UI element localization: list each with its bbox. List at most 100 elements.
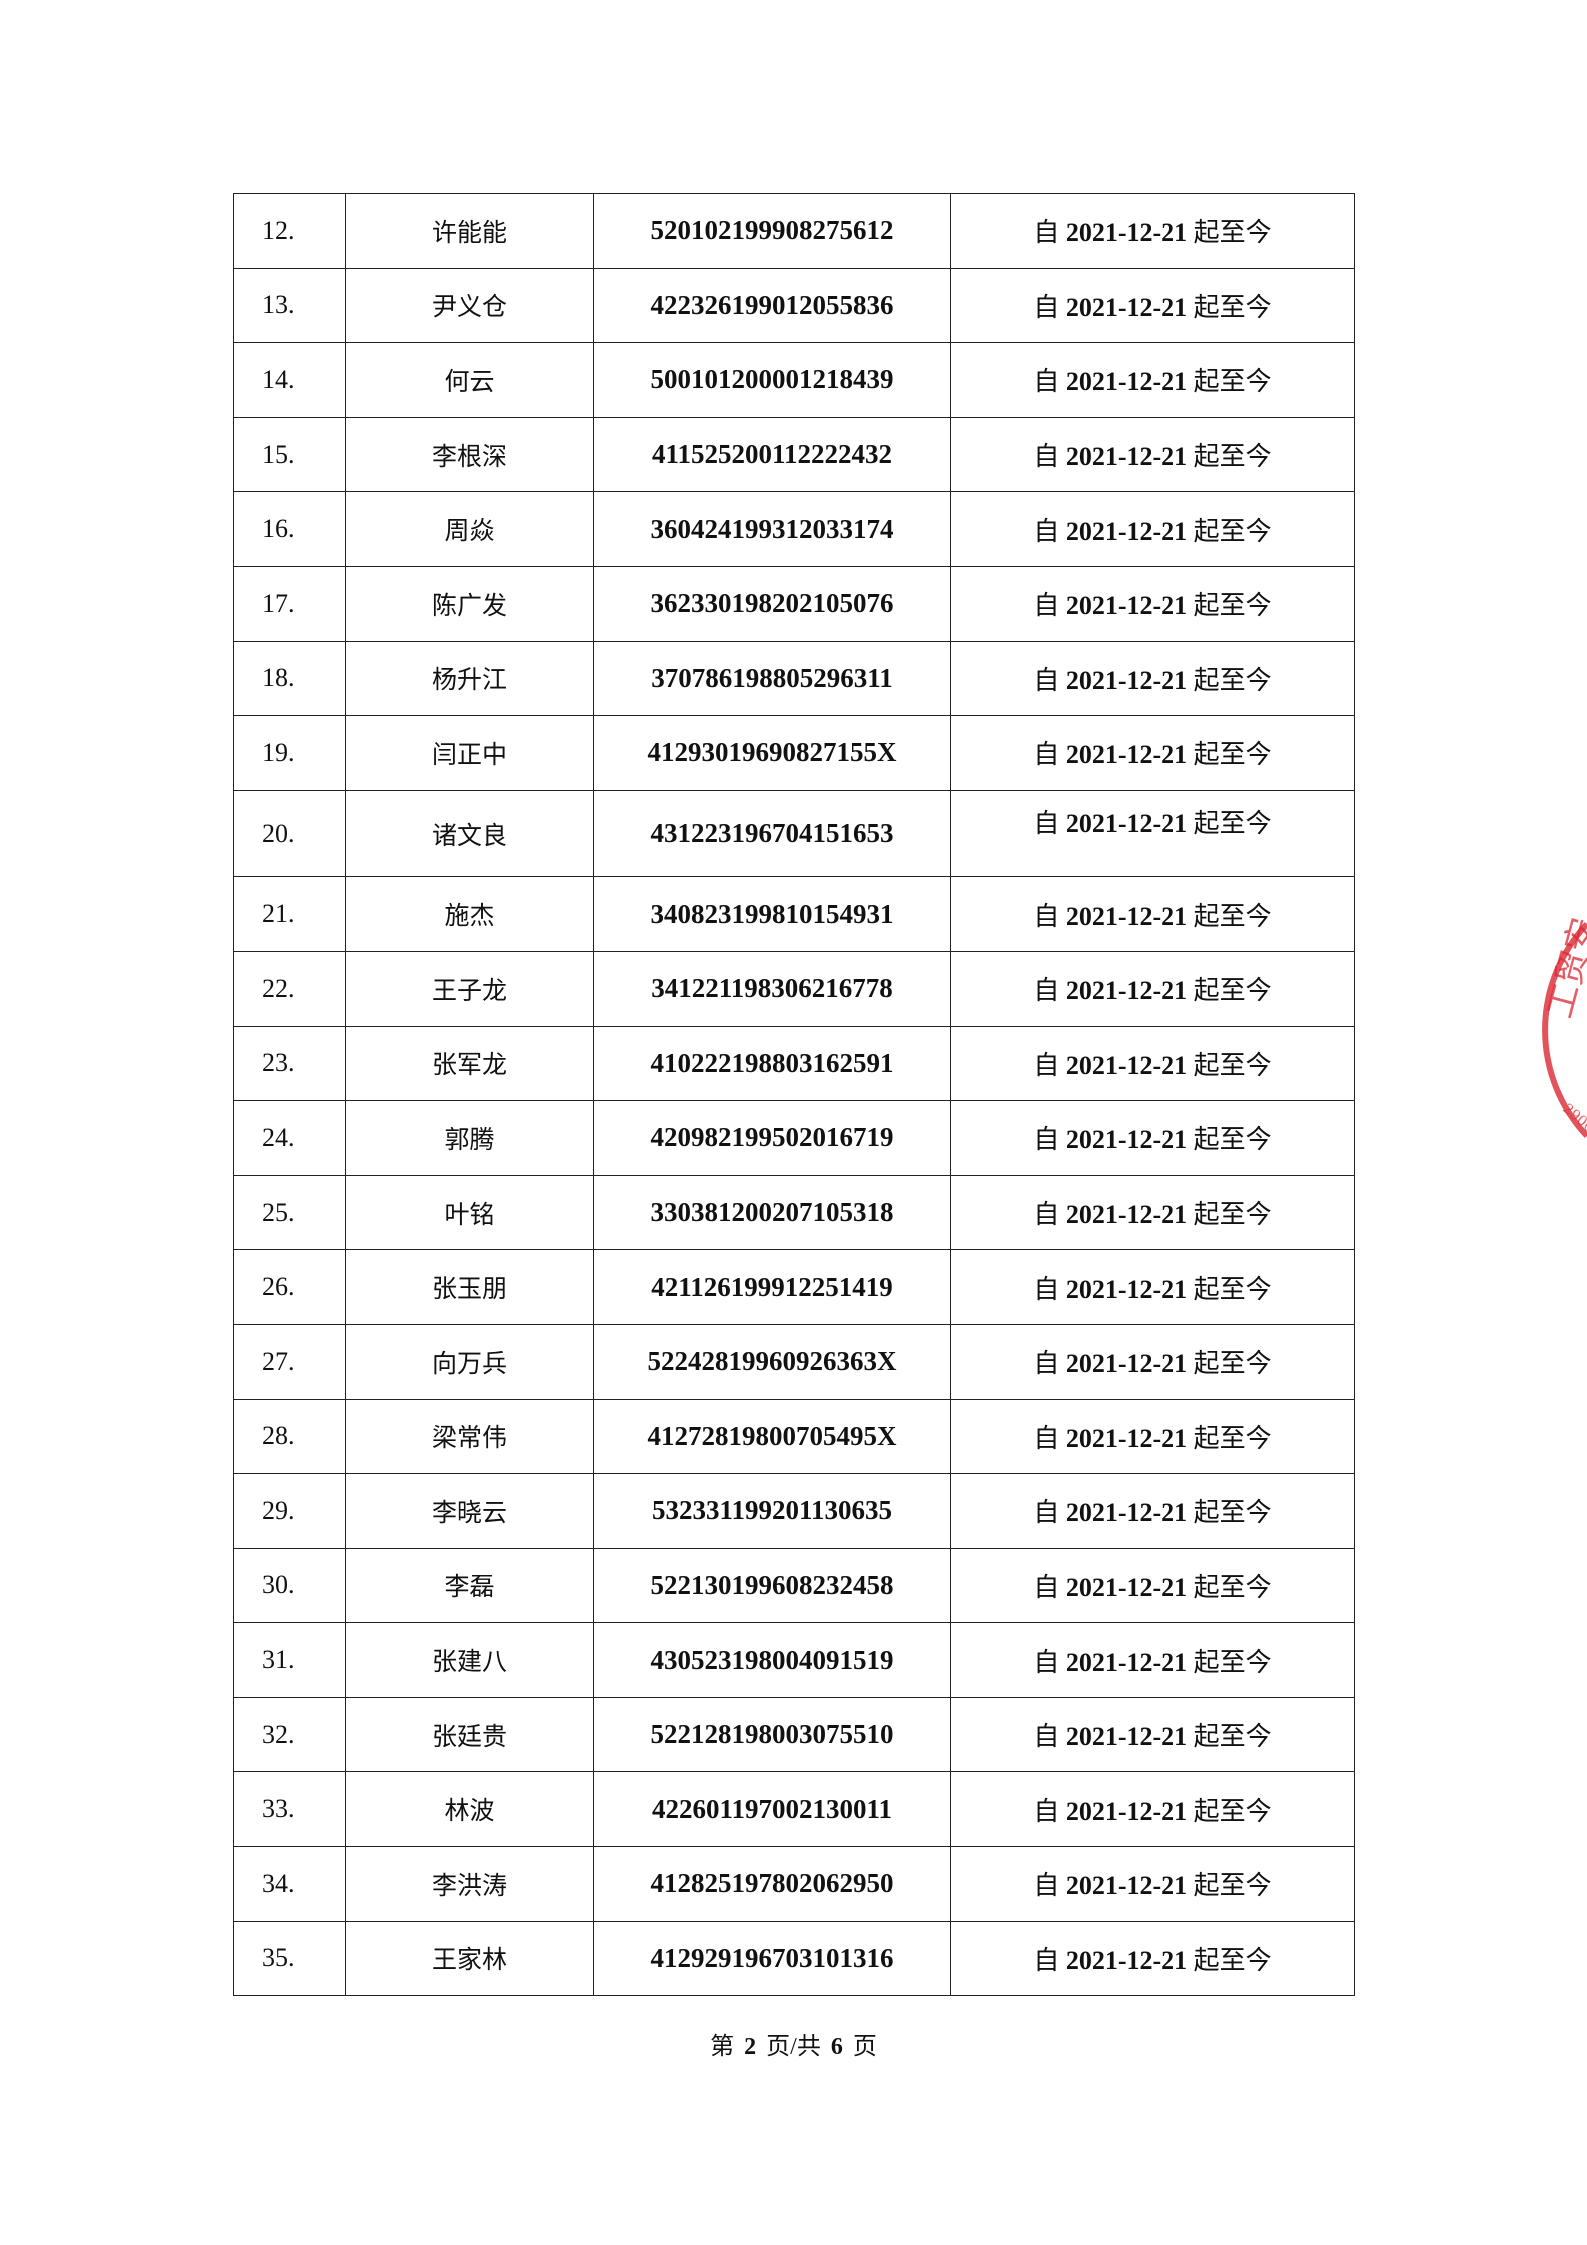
start-date: 2021-12-21: [1065, 292, 1188, 322]
date-suffix: 起至今: [1193, 1871, 1272, 1901]
date-range: 自 2021-12-21 起至今: [950, 416, 1355, 493]
table-row: 26. 张玉朋 421126199912251419 自 2021-12-21 起至今: [233, 1249, 1355, 1325]
person-name: 陈广发: [345, 565, 594, 642]
table-row: 24. 郭腾 420982199502016719 自 2021-12-21 起至今: [233, 1100, 1355, 1176]
date-range: 自 2021-12-21 起至今: [950, 193, 1355, 269]
id-number: 341221198306216778: [593, 950, 951, 1027]
date-suffix: 起至今: [1193, 1647, 1272, 1677]
row-number: 13.: [233, 267, 346, 344]
date-range: 自 2021-12-21 起至今: [950, 1771, 1355, 1848]
start-date: 2021-12-21: [1065, 1125, 1188, 1155]
id-number: 52242819960926363X: [593, 1323, 951, 1400]
id-number: 330381200207105318: [593, 1174, 951, 1251]
date-range: 自 2021-12-21 起至今: [950, 876, 1355, 952]
id-number: 422326199012055836: [593, 267, 951, 344]
id-number: 431223196704151653: [593, 789, 951, 878]
date-prefix: 自: [1033, 740, 1060, 770]
id-number: 370786198805296311: [593, 640, 951, 717]
start-date: 2021-12-21: [1065, 1945, 1188, 1975]
start-date: 2021-12-21: [1065, 901, 1188, 931]
person-name: 郭腾: [345, 1100, 594, 1176]
date-range: 自 2021-12-21 起至今: [950, 1473, 1355, 1549]
date-suffix: 起至今: [1193, 1274, 1272, 1304]
page-footer: 第 2 页/共 6 页: [0, 2026, 1587, 2061]
row-number: 21.: [233, 876, 346, 952]
seal-text: 工贸安: [1540, 913, 1587, 1022]
start-date: 2021-12-21: [1065, 1871, 1188, 1901]
start-date: 2021-12-21: [1065, 367, 1188, 397]
start-date: 2021-12-21: [1065, 1423, 1188, 1453]
date-range: 自 2021-12-21 起至今: [950, 715, 1355, 791]
date-range: 自 2021-12-21 起至今: [950, 565, 1355, 642]
date-prefix: 自: [1033, 1200, 1060, 1230]
table-row: 13. 尹义仓 422326199012055836 自 2021-12-21 起至今: [233, 267, 1355, 344]
date-suffix: 起至今: [1193, 665, 1272, 695]
table-row: 27. 向万兵 52242819960926363X 自 2021-12-21 起至今: [233, 1323, 1355, 1400]
table-row: 20. 诸文良 431223196704151653 自 2021-12-21 起至今: [233, 789, 1355, 878]
person-name: 王家林: [345, 1920, 594, 1997]
table-row: 18. 杨升江 370786198805296311 自 2021-12-21 起至今: [233, 640, 1355, 717]
row-number: 27.: [233, 1323, 346, 1400]
row-number: 23.: [233, 1025, 346, 1102]
id-number: 411525200112222432: [593, 416, 951, 493]
date-prefix: 自: [1033, 665, 1060, 695]
start-date: 2021-12-21: [1065, 591, 1188, 621]
date-suffix: 起至今: [1193, 1125, 1272, 1155]
person-name: 李晓云: [345, 1473, 594, 1549]
date-prefix: 自: [1033, 218, 1060, 248]
date-range: 自 2021-12-21 起至今: [950, 789, 1355, 878]
date-suffix: 起至今: [1193, 1722, 1272, 1752]
row-number: 18.: [233, 640, 346, 717]
date-prefix: 自: [1033, 1498, 1060, 1528]
row-number: 19.: [233, 715, 346, 791]
date-range: 自 2021-12-21 起至今: [950, 1174, 1355, 1251]
person-name: 杨升江: [345, 640, 594, 717]
date-suffix: 起至今: [1193, 740, 1272, 770]
date-suffix: 起至今: [1193, 516, 1272, 546]
start-date: 2021-12-21: [1065, 1274, 1188, 1304]
person-name: 张建八: [345, 1622, 594, 1698]
row-number: 25.: [233, 1174, 346, 1251]
row-number: 26.: [233, 1249, 346, 1325]
table-row: 19. 闫正中 41293019690827155X 自 2021-12-21 起至今: [233, 715, 1355, 791]
id-number: 410222198803162591: [593, 1025, 951, 1102]
date-suffix: 起至今: [1193, 1572, 1272, 1602]
table-row: 21. 施杰 340823199810154931 自 2021-12-21 起至今: [233, 876, 1355, 952]
id-number: 41293019690827155X: [593, 715, 951, 791]
start-date: 2021-12-21: [1065, 1572, 1188, 1602]
person-name: 闫正中: [345, 715, 594, 791]
row-number: 17.: [233, 565, 346, 642]
table-row: 32. 张廷贵 522128198003075510 自 2021-12-21 起至今: [233, 1696, 1355, 1773]
date-range: 自 2021-12-21 起至今: [950, 640, 1355, 717]
row-number: 30.: [233, 1547, 346, 1624]
id-number: 340823199810154931: [593, 876, 951, 952]
date-prefix: 自: [1033, 1050, 1060, 1080]
date-prefix: 自: [1033, 1423, 1060, 1453]
date-range: 自 2021-12-21 起至今: [950, 950, 1355, 1027]
date-suffix: 起至今: [1193, 218, 1272, 248]
person-name: 叶铭: [345, 1174, 594, 1251]
person-name: 诸文良: [345, 789, 594, 878]
date-prefix: 自: [1033, 292, 1060, 322]
table-row: 14. 何云 500101200001218439 自 2021-12-21 起至今: [233, 342, 1355, 418]
start-date: 2021-12-21: [1065, 740, 1188, 770]
start-date: 2021-12-21: [1065, 665, 1188, 695]
date-suffix: 起至今: [1193, 1498, 1272, 1528]
person-name: 何云: [345, 342, 594, 418]
table-row: 35. 王家林 412929196703101316 自 2021-12-21 起至今: [233, 1920, 1355, 1997]
table-row: 23. 张军龙 410222198803162591 自 2021-12-21 起至今: [233, 1025, 1355, 1102]
date-prefix: 自: [1033, 1722, 1060, 1752]
person-name: 尹义仓: [345, 267, 594, 344]
table-row: 25. 叶铭 330381200207105318 自 2021-12-21 起至今: [233, 1174, 1355, 1251]
row-number: 32.: [233, 1696, 346, 1773]
date-suffix: 起至今: [1193, 1945, 1272, 1975]
date-prefix: 自: [1033, 1349, 1060, 1379]
person-name: 向万兵: [345, 1323, 594, 1400]
date-suffix: 起至今: [1193, 1796, 1272, 1826]
id-number: 430523198004091519: [593, 1622, 951, 1698]
date-range: 自 2021-12-21 起至今: [950, 1846, 1355, 1922]
row-number: 12.: [233, 193, 346, 269]
date-prefix: 自: [1033, 1945, 1060, 1975]
date-prefix: 自: [1033, 1647, 1060, 1677]
date-range: 自 2021-12-21 起至今: [950, 1696, 1355, 1773]
